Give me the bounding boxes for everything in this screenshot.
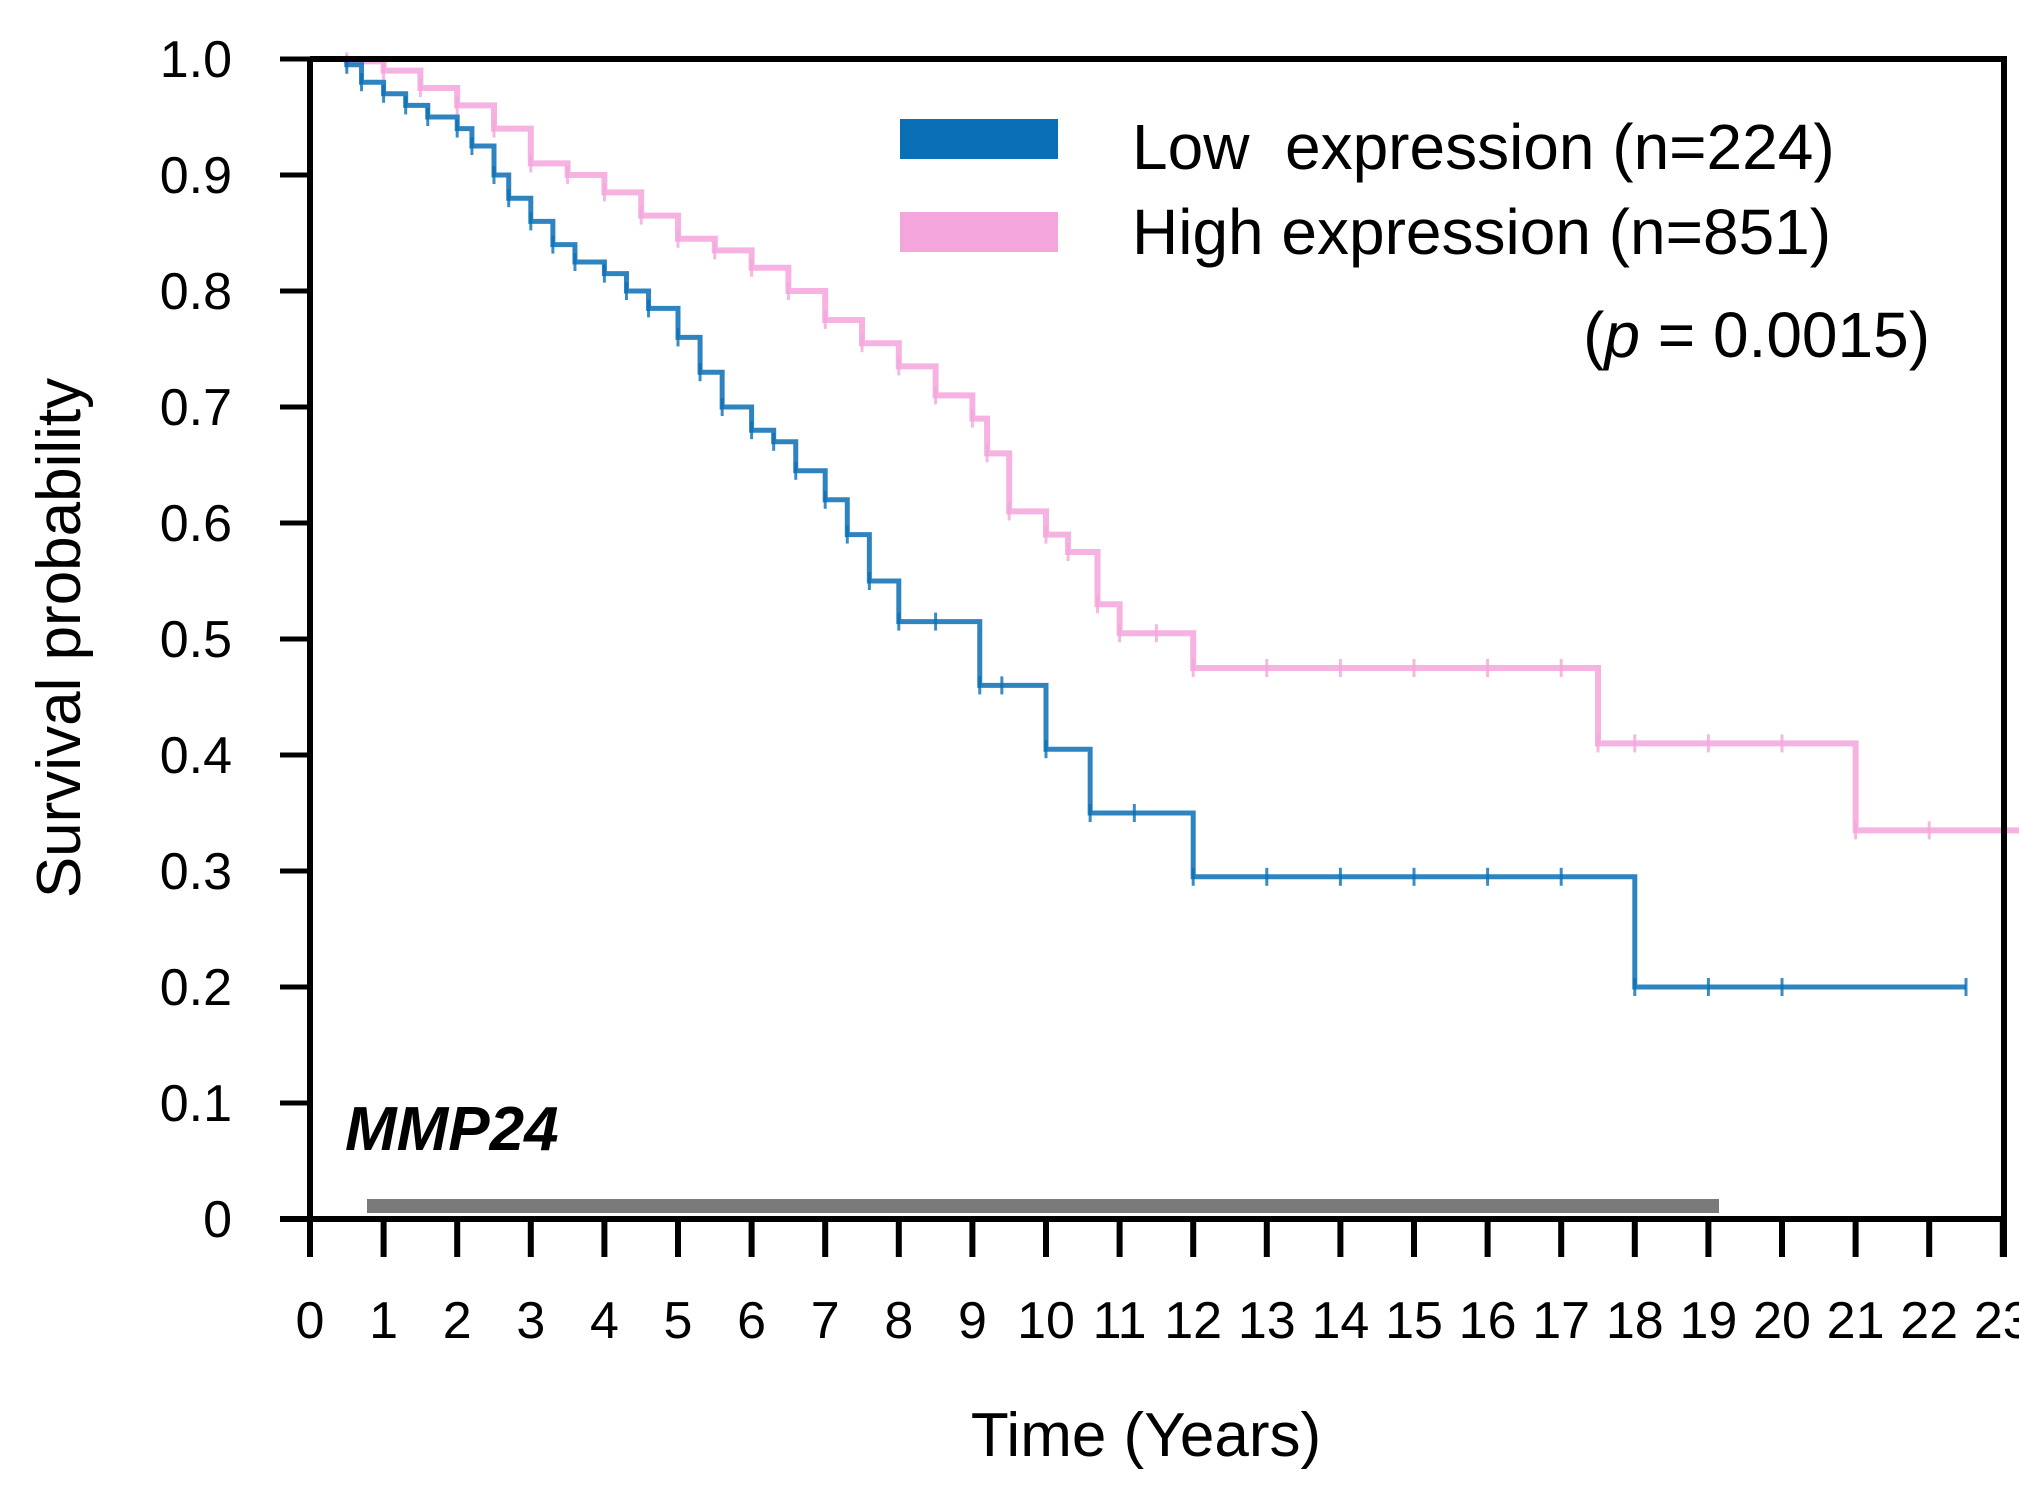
x-tick-label: 2 [443,1292,472,1350]
x-tick-label: 16 [1459,1292,1517,1350]
x-tick-label: 21 [1827,1292,1885,1350]
y-tick-label: 0.8 [160,263,232,321]
risk-bar [367,1199,1719,1213]
legend: Low expression (n=224) High expression (… [900,111,1930,371]
y-tick-label: 0.5 [160,611,232,669]
x-tick-label: 4 [590,1292,619,1350]
legend-label-low: Low expression (n=224) [1132,111,1835,183]
p-prefix: ( [1583,299,1604,371]
y-tick-label: 1.0 [160,31,232,89]
y-axis-title: Survival probability [25,378,94,898]
y-tick-label: 0.3 [160,843,232,901]
y-tick-label: 0.7 [160,379,232,437]
x-ticks: 0 1 2 3 4 5 6 7 8 9 10 11 12 13 14 15 16 17 18 19 20 21 22 23 [296,1219,2019,1350]
p-value: = 0.0015) [1640,299,1930,371]
gene-label: MMP24 [345,1095,559,1164]
x-tick-label: 3 [516,1292,545,1350]
x-tick-label: 6 [737,1292,766,1350]
x-tick-label: 5 [664,1292,693,1350]
y-tick-label: 0.1 [160,1075,232,1133]
x-tick-label: 0 [296,1292,325,1350]
x-tick-label: 19 [1679,1292,1737,1350]
x-tick-label: 15 [1385,1292,1443,1350]
x-tick-label: 20 [1753,1292,1811,1350]
x-axis-title: Time (Years) [971,1401,1321,1470]
x-tick-label: 14 [1311,1292,1369,1350]
y-tick-label: 0 [203,1191,232,1249]
x-tick-label: 18 [1606,1292,1664,1350]
x-tick-label: 1 [369,1292,398,1350]
plot-frame [310,56,2007,1219]
x-tick-label: 10 [1017,1292,1075,1350]
x-tick-label: 8 [884,1292,913,1350]
y-tick-label: 0.9 [160,147,232,205]
legend-swatch-low [900,119,1058,159]
y-tick-label: 0.4 [160,727,232,785]
legend-label-high: High expression (n=851) [1132,196,1831,268]
y-tick-label: 0.6 [160,495,232,553]
x-tick-label: 23 [1974,1292,2019,1350]
x-tick-label: 13 [1238,1292,1296,1350]
x-tick-label: 7 [811,1292,840,1350]
series-high-line [310,56,2019,834]
p-value-annotation: (p = 0.0015) [1583,299,1930,371]
x-tick-label: 17 [1532,1292,1590,1350]
legend-swatch-high [900,212,1058,252]
y-ticks: 0 0.1 0.2 0.3 0.4 0.5 0.6 0.7 0.8 0.9 1.0 [160,31,310,1249]
x-tick-label: 12 [1164,1292,1222,1350]
x-tick-label: 22 [1900,1292,1958,1350]
x-tick-label: 11 [1093,1292,1147,1350]
y-tick-label: 0.2 [160,959,232,1017]
x-tick-label: 9 [958,1292,987,1350]
p-symbol: p [1602,299,1640,371]
plot-area [310,52,2019,996]
